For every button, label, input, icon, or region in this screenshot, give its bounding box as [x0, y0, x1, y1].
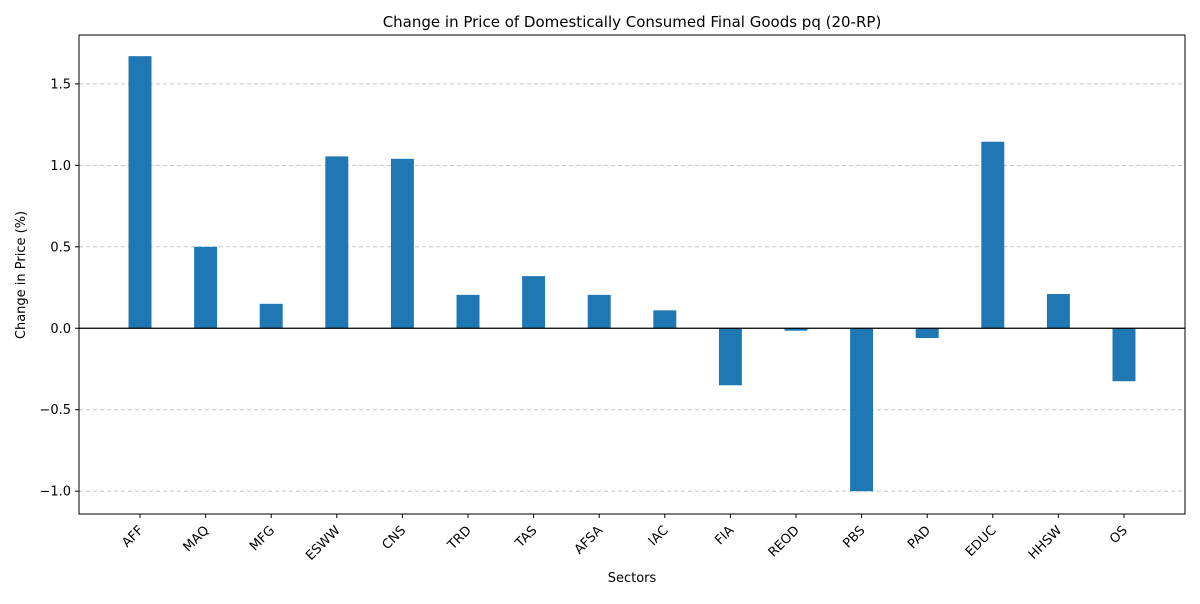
x-tick-label: FIA [712, 523, 737, 548]
bar-fia [718, 328, 742, 386]
bars [128, 56, 1136, 492]
x-tick-label: CNS [379, 523, 409, 553]
chart-title: Change in Price of Domestically Consumed… [383, 13, 882, 31]
y-ticks: −1.0 −0.5 0.0 0.5 1.0 1.5 [39, 77, 79, 500]
axes-frame [78, 34, 1186, 515]
bar-reod [784, 328, 808, 331]
x-tick-label: TRD [444, 523, 474, 553]
bar-os [1112, 328, 1136, 382]
y-axis-label: Change in Price (%) [14, 211, 29, 339]
x-ticks: AFF MAQ MFG ESWW CNS TRD TAS AFSA IAC FIA REOD PBS P… [119, 514, 1131, 564]
x-tick-label: AFSA [572, 523, 606, 557]
bar-pbs [850, 328, 874, 492]
bar-trd [456, 294, 480, 329]
bar-iac [653, 310, 677, 329]
x-tick-label: OS [1107, 523, 1131, 547]
x-tick-label: AFF [119, 523, 146, 550]
bar-tas [522, 276, 546, 329]
y-tick-label: −1.0 [39, 485, 71, 500]
x-tick-label: TAS [512, 523, 540, 551]
bar-maq [194, 246, 218, 329]
x-tick-label: MAQ [181, 523, 213, 555]
x-tick-label: PBS [840, 523, 868, 551]
x-tick-label: PAD [905, 523, 934, 552]
bar-educ [981, 141, 1005, 329]
y-tick-label: −0.5 [39, 403, 71, 418]
y-tick-label: 0.5 [50, 240, 71, 255]
bar-pad [915, 328, 939, 339]
bar-esww [325, 156, 349, 329]
bar-aff [128, 56, 152, 329]
grid-lines [79, 83, 1185, 492]
plot-frame [78, 34, 1186, 515]
x-axis-label: Sectors [608, 571, 657, 586]
bar-cns [390, 158, 414, 329]
x-tick-label: REOD [766, 523, 803, 560]
x-tick-label: ESWW [303, 523, 344, 564]
x-tick-label: IAC [646, 523, 672, 549]
y-tick-label: 1.0 [50, 159, 71, 174]
bar-hhsw [1046, 294, 1070, 329]
x-tick-label: MFG [247, 523, 278, 554]
x-tick-label: EDUC [963, 523, 1000, 560]
y-tick-label: 0.0 [50, 322, 71, 337]
bar-afsa [587, 294, 611, 329]
y-tick-label: 1.5 [50, 77, 71, 92]
x-tick-label: HHSW [1026, 523, 1065, 562]
bar-mfg [259, 303, 283, 329]
